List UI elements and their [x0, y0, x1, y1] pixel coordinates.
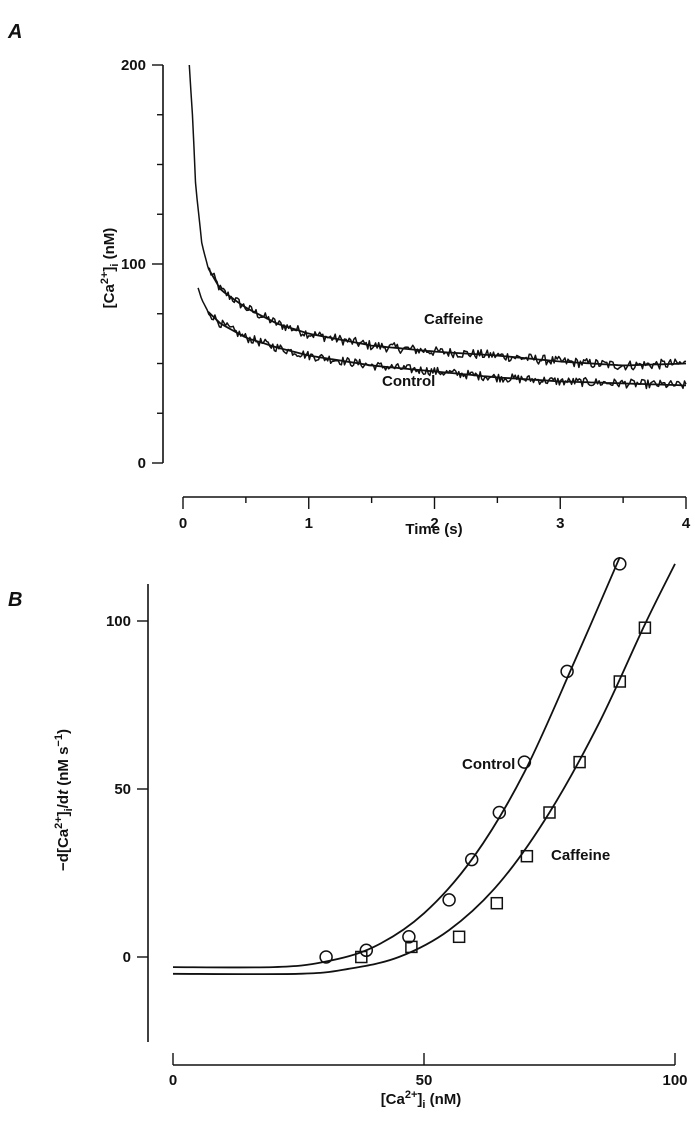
panel-b-caffeine-legend: Caffeine [551, 847, 610, 864]
panel-a-label: A [7, 21, 22, 43]
panel-a-control-fit [207, 311, 687, 387]
panel-b-caffeine-point [613, 675, 627, 688]
panel-a-y-tick-label: 100 [121, 256, 146, 273]
panel-a-x-ticks: 0 1 2 3 4 [179, 497, 691, 532]
panel-a-control-trace [197, 287, 687, 390]
panel-b-control-point [442, 893, 456, 907]
panel-a-y-tick-label: 200 [121, 57, 146, 74]
panel-a-x-tick-label: 2 [430, 515, 438, 532]
panel-b-control-legend: Control [462, 756, 515, 773]
panel-b-x-tick-label: 0 [169, 1072, 177, 1089]
panel-b-control-point [464, 852, 479, 867]
panel-b-label: B [8, 589, 22, 611]
panel-b-y-tick-label: 100 [106, 613, 131, 630]
panel-b-y-tick-label: 0 [123, 949, 131, 966]
panel-a-y-ticks: 0 100 200 [121, 57, 163, 472]
panel-b-caffeine-fit-curve [172, 563, 676, 976]
panel-b-control-point [560, 664, 574, 679]
panel-b-caffeine-point [405, 940, 418, 954]
panel-a-caffeine-fit [207, 267, 687, 367]
panel-b-x-tick-label: 100 [662, 1072, 687, 1089]
panel-b-control-point [613, 557, 627, 571]
panel-b-x-tick-label: 50 [416, 1072, 433, 1089]
panel-b-control-point [517, 755, 532, 769]
panel-b-x-label: [Ca2+]i (nM) [381, 1089, 462, 1111]
panel-a-y-tick-label: 0 [138, 455, 146, 472]
panel-b-y-tick-label: 50 [114, 781, 131, 798]
panel-b-caffeine-point [638, 621, 652, 634]
panel-b-control-points [319, 557, 627, 964]
panel-b-caffeine-point [355, 950, 368, 964]
panel-b-caffeine-point [573, 755, 586, 769]
panel-b-caffeine-point [520, 849, 534, 863]
panel-b-caffeine-point [543, 806, 556, 819]
panel-b-caffeine-point [490, 896, 504, 910]
panel-a-x-tick-label: 0 [179, 515, 187, 532]
panel-b-control-point [492, 805, 507, 820]
panel-a-x-tick-label: 3 [556, 515, 564, 532]
panel-a-control-legend: Control [382, 373, 435, 390]
panel-a-x-label: Time (s) [405, 521, 462, 538]
panel-b-y-ticks: 0 50 100 [106, 613, 148, 966]
panel-b-x-ticks: 0 50 100 [169, 1053, 688, 1089]
panel-a-caffeine-legend: Caffeine [424, 311, 483, 328]
panel-b-caffeine-point [452, 930, 466, 944]
panel-b-control-point [319, 950, 333, 964]
panel-b-control-fit-curve [172, 556, 621, 969]
panel-a-y-label: [Ca2+]i (nM) [99, 228, 121, 309]
panel-b-caffeine-points [355, 621, 652, 964]
panel-a-x-tick-label: 4 [682, 515, 691, 532]
panel-b-control-point [402, 930, 416, 944]
panel-b-y-label: −d[Ca2+]i/dt (nM s−1) [53, 729, 75, 871]
panel-a-x-tick-label: 1 [305, 515, 313, 532]
